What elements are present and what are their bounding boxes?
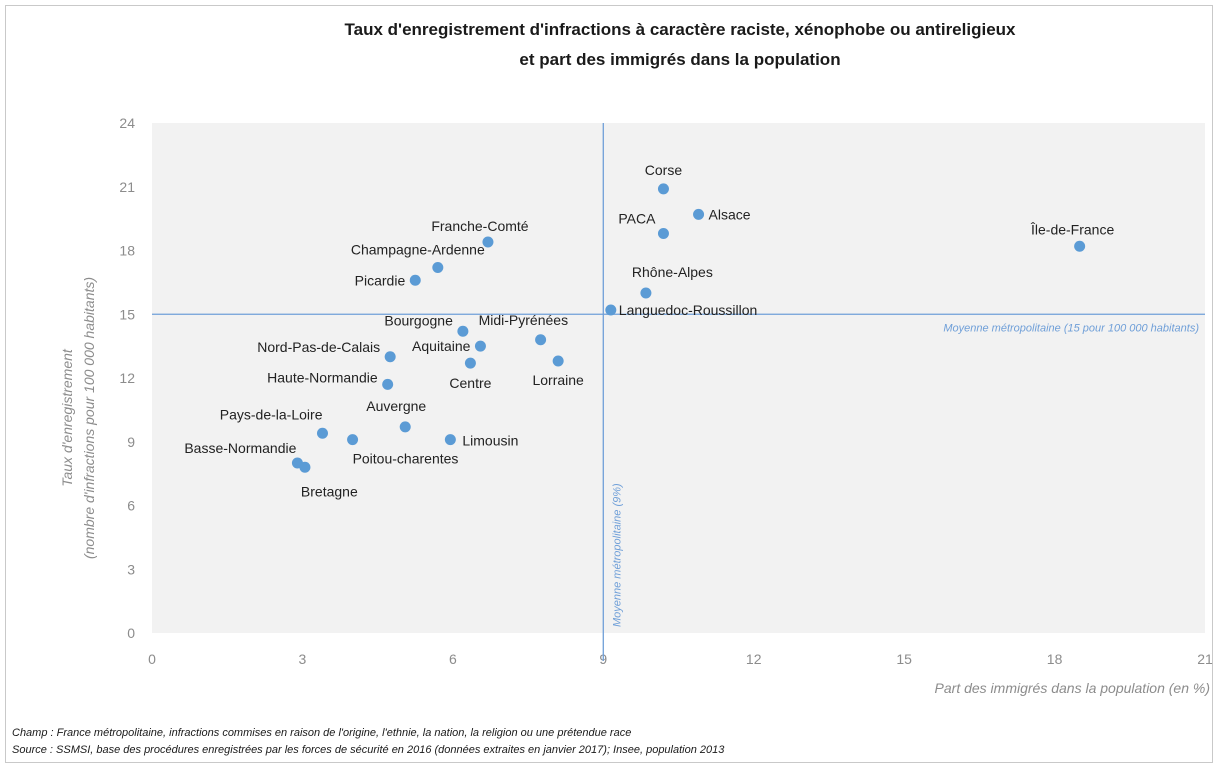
data-point <box>605 304 617 316</box>
reference-lines: Moyenne métropolitaine (15 pour 100 000 … <box>152 123 1205 661</box>
data-point <box>657 228 669 239</box>
chart-title-line1: Taux d'enregistrement d'infractions à ca… <box>344 20 1016 39</box>
note-champ: Champ : France métropolitaine, infractio… <box>12 727 632 739</box>
x-axis-label: Part des immigrés dans la population (en… <box>935 680 1210 696</box>
x-tick-label: 3 <box>299 651 307 667</box>
data-point-label: Île-de-France <box>1030 221 1114 237</box>
vertical-mean-label: Moyenne métropolitaine (9%) <box>611 483 623 627</box>
data-point <box>444 434 456 446</box>
y-axis-label-line2: (nombre d'infractions pour 100 000 habit… <box>81 277 97 559</box>
y-tick-label: 3 <box>127 561 135 577</box>
data-point <box>409 274 421 286</box>
x-tick-label: 18 <box>1047 651 1063 667</box>
y-axis-ticks: 0 3 6 9 12 15 18 21 24 <box>119 115 135 641</box>
data-point <box>1074 240 1086 252</box>
y-tick-label: 21 <box>119 179 135 195</box>
data-point <box>693 208 705 220</box>
data-point <box>347 434 359 446</box>
data-point <box>457 325 469 337</box>
data-point <box>552 355 564 367</box>
y-tick-label: 18 <box>119 243 135 259</box>
y-tick-label: 15 <box>119 306 135 322</box>
y-tick-label: 6 <box>127 498 135 514</box>
data-point-label: Franche-Comté <box>431 218 528 234</box>
data-point <box>384 351 396 363</box>
data-point-label: Nord-Pas-de-Calais <box>257 339 380 355</box>
x-tick-label: 21 <box>1197 651 1213 667</box>
data-point-label: PACA <box>618 211 656 227</box>
x-tick-label: 6 <box>449 651 457 667</box>
data-point-label: Haute-Normandie <box>267 369 378 385</box>
data-point <box>482 236 494 248</box>
x-tick-label: 15 <box>896 651 912 667</box>
data-point <box>316 427 328 439</box>
y-tick-label: 24 <box>119 115 135 131</box>
data-point-label: Auvergne <box>366 398 426 414</box>
data-point-label: Midi-Pyrénées <box>479 312 568 328</box>
y-tick-label: 12 <box>119 370 135 386</box>
data-point-label: Corse <box>645 162 683 178</box>
data-point <box>432 262 444 273</box>
y-tick-label: 0 <box>127 625 135 641</box>
chart-title-line2: et part des immigrés dans la population <box>519 50 841 69</box>
data-point <box>535 334 547 346</box>
x-tick-label: 12 <box>746 651 762 667</box>
horizontal-mean-label: Moyenne métropolitaine (15 pour 100 000 … <box>943 322 1199 334</box>
data-point-label: Poitou-charentes <box>353 451 459 467</box>
data-point-label: Pays-de-la-Loire <box>220 406 323 422</box>
data-point-label: Bourgogne <box>384 312 453 328</box>
data-point <box>299 461 311 473</box>
data-point-label: Limousin <box>462 433 518 449</box>
data-point <box>464 357 476 369</box>
data-point <box>474 340 486 352</box>
data-point-label: Picardie <box>355 272 406 288</box>
y-tick-label: 9 <box>127 434 135 450</box>
data-points <box>291 183 1086 473</box>
data-point-label: Bretagne <box>301 483 358 499</box>
data-point <box>640 287 652 299</box>
data-point <box>657 183 669 195</box>
data-point-label: Alsace <box>709 206 751 222</box>
data-point-labels: Corse Alsace PACA Île-de-France Franche-Comt… <box>184 162 1114 499</box>
data-point-label: Basse-Normandie <box>184 440 296 456</box>
data-point-label: Rhône-Alpes <box>632 264 713 280</box>
data-point <box>399 421 411 433</box>
data-point-label: Centre <box>449 375 491 391</box>
y-axis-label-line1: Taux d'enregistrement <box>59 348 75 487</box>
data-point-label: Lorraine <box>532 372 584 388</box>
data-point-label: Champagne-Ardenne <box>351 242 485 258</box>
x-tick-label: 0 <box>148 651 156 667</box>
data-point <box>382 378 394 390</box>
data-point-label: Aquitaine <box>412 338 471 354</box>
data-point-label: Languedoc-Roussillon <box>619 302 758 318</box>
note-source: Source : SSMSI, base des procédures enre… <box>12 744 725 756</box>
plot-area <box>152 123 1205 633</box>
